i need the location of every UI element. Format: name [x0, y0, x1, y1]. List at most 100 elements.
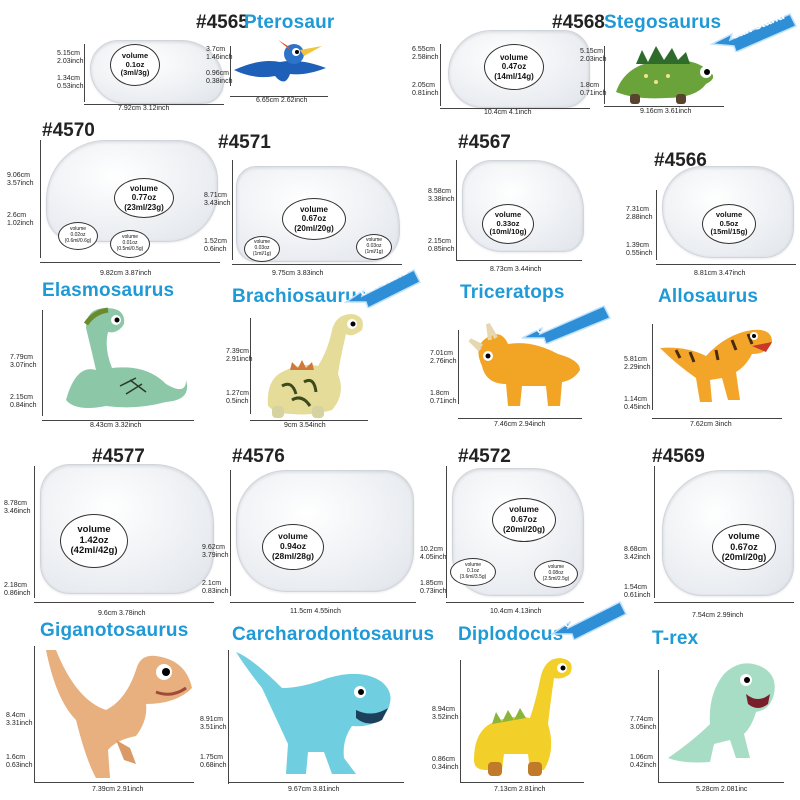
figure-height-label: 5.15cm 2.03inch — [580, 48, 607, 63]
figure-depth-label: 2.15cm 0.84inch — [10, 394, 37, 409]
height-label: 10.2cm 4.05inch — [420, 546, 447, 561]
dimension-line — [456, 260, 582, 261]
height-label: 8.58cm 3.38inch — [428, 188, 455, 203]
dimension-line — [446, 466, 447, 598]
height-label: 8.68cm 3.42inch — [624, 546, 651, 561]
giganotosaurus-figure — [46, 650, 192, 778]
depth-label: 1.85cm 0.73inch — [420, 580, 447, 595]
dimension-line — [656, 264, 796, 265]
volume-bubble: volume 0.47oz (14ml/14g) — [484, 44, 544, 90]
volume-bubble: volume 0.94oz (28ml/28g) — [262, 524, 324, 570]
dimension-line — [652, 418, 782, 419]
height-label: 9.06cm 3.57inch — [7, 172, 34, 187]
figure-depth-label: 1.6cm 0.63inch — [6, 754, 33, 769]
width-label: 9.6cm 3.78inch — [98, 610, 146, 617]
height-label: 9.62cm 3.79inch — [202, 544, 229, 559]
dimension-line — [460, 660, 461, 782]
dimension-line — [230, 470, 231, 596]
width-label: 10.4cm 4.13inch — [490, 608, 542, 615]
dino-name: Triceratops — [460, 282, 565, 303]
product-code: #4572 — [458, 446, 511, 467]
small-volume-bubble: volume 0.03oz (1ml/1g) — [356, 234, 392, 260]
dimension-line — [658, 782, 784, 783]
width-label: 7.54cm 2.99inch — [692, 612, 744, 619]
figure-width-label: 9.16cm 3.61inch — [640, 108, 692, 115]
dimension-line — [42, 420, 194, 421]
depth-label: 2.18cm 0.86inch — [4, 582, 31, 597]
product-code: #4569 — [652, 446, 705, 467]
small-volume-bubble: volume 0.02oz (0.6ml/0.6g) — [58, 222, 98, 250]
stegosaurus-figure — [616, 46, 714, 104]
width-label: 11.5cm 4.55inch — [290, 608, 341, 615]
product-code: #4576 — [232, 446, 285, 467]
figure-height-label: 8.4cm 3.31inch — [6, 712, 33, 727]
depth-label: 2.1cm 0.83inch — [202, 580, 229, 595]
dimension-line — [232, 160, 233, 260]
depth-label: 1.54cm 0.61inch — [624, 584, 651, 599]
depth-label: 1.39cm 0.55inch — [626, 242, 653, 257]
t-rex-figure — [668, 663, 775, 763]
figure-width-label: 6.65cm 2.62inch — [256, 97, 308, 104]
product-code: #4570 — [42, 120, 95, 141]
dimension-line — [34, 602, 214, 603]
figure-depth-label: 1.8cm 0.71inch — [430, 390, 457, 405]
dimension-line — [40, 262, 220, 263]
small-volume-bubble: volume 0.1oz (3.6ml/3.5g) — [450, 558, 496, 586]
figure-width-label: 7.46cm 2.94inch — [494, 421, 546, 428]
can-stand-badge — [521, 305, 612, 344]
figure-depth-label: 0.96cm 0.38inch — [206, 70, 233, 85]
brachiosaurus-figure — [267, 314, 363, 418]
figure-height-label: 8.91cm 3.51inch — [200, 716, 227, 731]
dimension-line — [230, 602, 416, 603]
dimension-line — [250, 420, 368, 421]
height-label: 8.78cm 3.46inch — [4, 500, 31, 515]
dimension-line — [456, 160, 457, 260]
width-label: 9.75cm 3.83inch — [272, 270, 324, 277]
depth-label: 2.15cm 0.85inch — [428, 238, 455, 253]
dino-name: T-rex — [652, 628, 699, 649]
figure-height-label: 7.39cm 2.91inch — [226, 348, 253, 363]
figure-width-label: 7.62cm 3inch — [690, 421, 732, 428]
dimension-line — [34, 466, 35, 598]
dimension-line — [228, 650, 229, 784]
height-label: 5.15cm 2.03inch — [57, 50, 84, 65]
small-volume-bubble: volume 0.03oz (1ml/1g) — [244, 236, 280, 262]
volume-bubble: volume 0.5oz (15ml/15g) — [702, 204, 756, 244]
can-stand-badge — [343, 268, 422, 308]
dimension-line — [440, 108, 590, 109]
allosaurus-figure — [660, 329, 772, 402]
figure-height-label: 7.01cm 2.76inch — [430, 350, 457, 365]
width-label: 8.73cm 3.44inch — [490, 266, 542, 273]
figure-width-label: 9.67cm 3.81inch — [288, 786, 340, 793]
figure-height-label: 8.94cm 3.52inch — [432, 706, 459, 721]
figure-depth-label: 1.14cm 0.45inch — [624, 396, 651, 411]
depth-label: 1.52cm 0.6inch — [204, 238, 227, 253]
height-label: 6.55cm 2.58inch — [412, 46, 439, 61]
dimension-line — [654, 466, 655, 598]
width-label: 9.82cm 3.87inch — [100, 270, 152, 277]
dimension-line — [34, 646, 35, 782]
dimension-line — [656, 190, 657, 260]
depth-label: 2.6cm 1.02inch — [7, 212, 34, 227]
carcharodontosaurus-figure — [236, 652, 391, 774]
dimension-line — [34, 782, 194, 783]
small-volume-bubble: volume 0.01oz (0.5ml/0.5g) — [110, 230, 150, 258]
can-stand-badge — [549, 600, 628, 640]
dimension-line — [230, 96, 328, 97]
width-label: 8.81cm 3.47inch — [694, 270, 746, 277]
depth-label: 2.05cm 0.81inch — [412, 82, 439, 97]
figure-depth-label: 1.27cm 0.5inch — [226, 390, 249, 405]
volume-bubble: volume 0.67oz (20ml/20g) — [712, 524, 776, 570]
width-label: 7.92cm 3.12inch — [118, 105, 170, 112]
product-code: #4577 — [92, 446, 145, 467]
width-label: 10.4cm 4.1inch — [484, 109, 532, 116]
diplodocus-figure — [474, 658, 572, 776]
volume-bubble: volume 1.42oz (42ml/42g) — [60, 514, 128, 568]
dino-name: Stegosaurus — [604, 12, 722, 33]
figure-width-label: 8.43cm 3.32inch — [90, 422, 142, 429]
height-label: 8.71cm 3.43inch — [204, 192, 231, 207]
product-code: #4571 — [218, 132, 271, 153]
product-code: #4568 — [552, 12, 605, 33]
volume-bubble: volume 0.33oz (10ml/10g) — [482, 204, 534, 244]
dimension-line — [84, 44, 85, 102]
